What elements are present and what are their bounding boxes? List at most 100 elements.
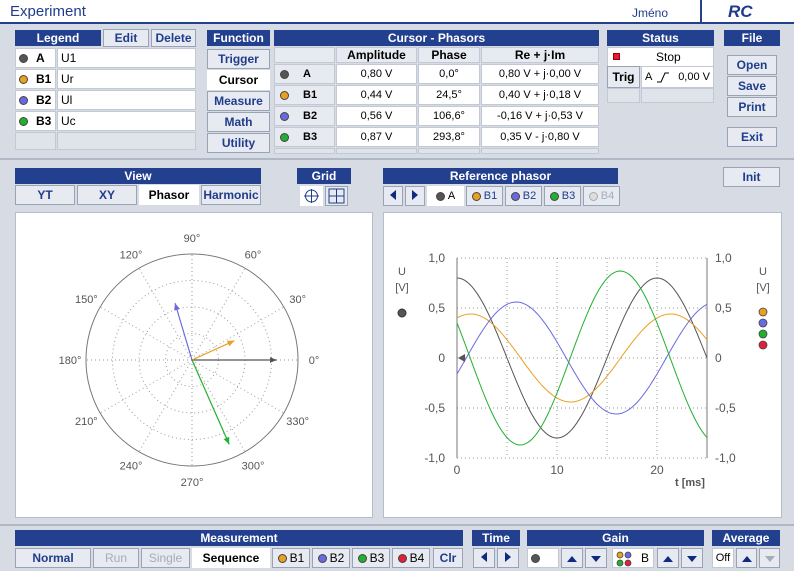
separator xyxy=(0,524,794,526)
function-measure-button[interactable]: Measure xyxy=(207,91,270,111)
phasor-plot: 90° 60° 30° 0° 330° 300° 270° 240° 210° 180° 150° 1… xyxy=(15,212,373,518)
legend-label-field[interactable]: U1 xyxy=(57,48,196,68)
polar-angle-label: 270° xyxy=(181,477,204,489)
open-button[interactable]: Open xyxy=(727,55,777,75)
measure-channel-label: B3 xyxy=(369,551,385,565)
edit-button[interactable]: Edit xyxy=(103,29,149,47)
y-tick-right: 1,0 xyxy=(715,251,732,265)
gain-a-up-button[interactable] xyxy=(561,548,583,568)
trig-settings[interactable]: A 0,00 V xyxy=(641,66,714,88)
y-tick-right: 0,5 xyxy=(715,301,732,315)
channel-dot-icon xyxy=(19,54,28,64)
reference-label: B2 xyxy=(522,190,537,202)
measure-channel-label: B2 xyxy=(329,551,345,565)
view-harmonic-tab[interactable]: Harmonic xyxy=(201,185,261,205)
channel-dot-icon xyxy=(19,117,28,127)
gain-b-down-button[interactable] xyxy=(681,548,703,568)
function-utility-button[interactable]: Utility xyxy=(207,133,270,153)
y-tick-right: 0 xyxy=(715,351,722,365)
cursor-empty-cell xyxy=(336,148,417,154)
arrow-left-icon xyxy=(390,190,396,200)
init-button[interactable]: Init xyxy=(723,167,780,187)
series-b3 xyxy=(456,270,708,446)
cursor-channel-name: A xyxy=(303,68,311,80)
status-empty-cell xyxy=(607,88,640,103)
y-axis-unit-left: [V] xyxy=(395,282,408,294)
exit-button[interactable]: Exit xyxy=(727,127,777,147)
measure-b4-button[interactable]: B4 xyxy=(392,548,430,568)
function-cursor-button[interactable]: Cursor xyxy=(207,70,270,90)
gain-a-down-button[interactable] xyxy=(585,548,607,568)
polar-angle-label: 30° xyxy=(289,294,306,306)
time-decrease-button[interactable] xyxy=(473,548,495,568)
cursor-complex: 0,80 V + j·0,00 V xyxy=(481,64,599,84)
arrow-up-icon xyxy=(741,556,752,562)
y-tick-left: -0,5 xyxy=(424,401,445,415)
x-tick: 10 xyxy=(550,463,564,477)
reference-next-button[interactable] xyxy=(405,186,425,206)
cursor-complex: 0,35 V - j·0,80 V xyxy=(481,127,599,147)
phasor-diagram: 90° 60° 30° 0° 330° 300° 270° 240° 210° 180° 150° 1… xyxy=(59,233,320,489)
cursor-complex: -0,16 V + j·0,53 V xyxy=(481,106,599,126)
cursor-channel-name: B1 xyxy=(303,89,318,101)
function-math-button[interactable]: Math xyxy=(207,112,270,132)
user-name: Jméno xyxy=(632,6,669,20)
cursor-empty-cell xyxy=(418,148,480,154)
reference-b1-button[interactable]: B1 xyxy=(466,186,503,206)
trig-level: 0,00 V xyxy=(678,71,710,83)
polar-grid-spoke xyxy=(191,267,246,361)
channel-dot-icon xyxy=(277,554,287,564)
print-button[interactable]: Print xyxy=(727,97,777,117)
cursor-amplitude: 0,44 V xyxy=(336,85,417,105)
reference-b2-button[interactable]: B2 xyxy=(505,186,542,206)
rect-grid-button[interactable] xyxy=(325,186,348,206)
reference-prev-button[interactable] xyxy=(383,186,403,206)
channel-dot-icon xyxy=(19,96,28,106)
arrow-down-icon xyxy=(687,556,697,562)
clear-button[interactable]: Clr xyxy=(433,548,463,568)
y-tick-right: -0,5 xyxy=(715,401,736,415)
reference-a-button[interactable]: A xyxy=(427,186,464,206)
average-down-button[interactable] xyxy=(759,548,780,568)
gain-b-up-button[interactable] xyxy=(657,548,679,568)
trig-button[interactable]: Trig xyxy=(607,66,640,88)
cursor-amplitude: 0,56 V xyxy=(336,106,417,126)
average-up-button[interactable] xyxy=(736,548,757,568)
average-value[interactable]: Off xyxy=(712,548,734,568)
polar-grid-button[interactable] xyxy=(300,186,323,206)
gain-channel-a[interactable]: A xyxy=(527,548,559,571)
channel-a-dot-icon xyxy=(531,554,540,564)
polar-outer-ring xyxy=(85,253,299,467)
gain-channel-b[interactable]: B xyxy=(612,548,654,568)
save-button[interactable]: Save xyxy=(727,76,777,96)
measure-normal-button[interactable]: Normal xyxy=(15,548,91,568)
measure-b3-button[interactable]: B3 xyxy=(352,548,390,568)
time-increase-button[interactable] xyxy=(497,548,519,568)
measure-single-button[interactable]: Single xyxy=(141,548,190,568)
status-row: Stop xyxy=(607,47,714,67)
legend-label-field[interactable]: Uc xyxy=(57,111,196,131)
cursor-empty-cell xyxy=(481,148,599,154)
y-tick-left: -1,0 xyxy=(424,451,445,465)
view-phasor-tab[interactable]: Phasor xyxy=(139,185,199,205)
arrow-down-icon xyxy=(764,556,775,562)
view-yt-tab[interactable]: YT xyxy=(15,185,75,205)
polar-grid-spoke xyxy=(99,359,193,414)
measurement-header: Measurement xyxy=(15,530,463,546)
cursor-phase: 106,6° xyxy=(418,106,480,126)
view-xy-tab[interactable]: XY xyxy=(77,185,137,205)
measure-b2-button[interactable]: B2 xyxy=(312,548,350,568)
measure-b1-button[interactable]: B1 xyxy=(272,548,310,568)
legend-label-field[interactable]: Ul xyxy=(57,90,196,110)
function-trigger-button[interactable]: Trigger xyxy=(207,49,270,69)
channel-dot-icon xyxy=(510,191,520,201)
reference-b4-button[interactable]: B4 xyxy=(583,186,620,206)
cursor-channel-name: B3 xyxy=(303,131,318,143)
measure-sequence-button[interactable]: Sequence xyxy=(192,548,270,568)
measure-run-button[interactable]: Run xyxy=(93,548,139,568)
polar-grid-spoke xyxy=(191,306,285,361)
legend-label-field[interactable]: Ur xyxy=(57,69,196,89)
reference-b3-button[interactable]: B3 xyxy=(544,186,581,206)
polar-grid-icon xyxy=(304,189,319,203)
delete-button[interactable]: Delete xyxy=(151,29,196,47)
